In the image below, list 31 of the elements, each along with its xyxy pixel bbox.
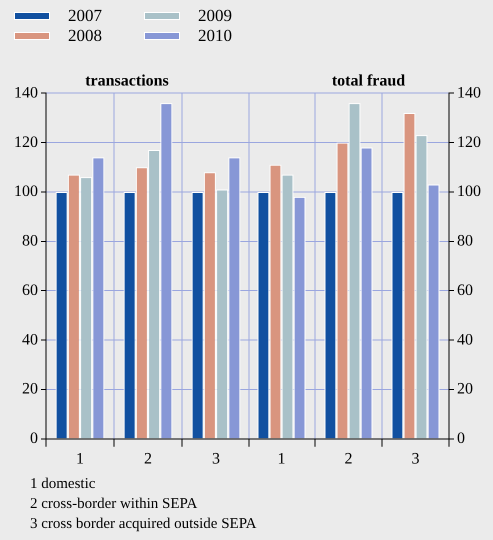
- y-tick-label: 0: [457, 430, 465, 448]
- x-tick-label: 3: [212, 450, 220, 468]
- y-tick-label: 120: [457, 134, 481, 151]
- y-tick-label: 0: [30, 430, 38, 448]
- y-tick-label: 40: [457, 331, 473, 348]
- x-tick-label: 1: [278, 450, 286, 468]
- y-tick-label: 100: [457, 183, 481, 200]
- y-tick-label: 60: [22, 282, 38, 299]
- x-tick-label: 1: [76, 450, 84, 468]
- x-tick-label: 3: [412, 450, 420, 468]
- y-tick-label: 20: [22, 380, 38, 398]
- x-tick-label: 2: [344, 450, 352, 468]
- y-tick-label: 60: [457, 282, 473, 299]
- legend-label: 2009: [198, 6, 232, 26]
- y-tick-label: 40: [22, 331, 38, 348]
- y-tick-label: 80: [22, 232, 38, 250]
- text: 2 cross-border within SEPA: [30, 495, 198, 514]
- text: 1 domestic: [30, 475, 96, 494]
- y-tick-label: 120: [14, 134, 38, 151]
- legend-label: 2010: [198, 26, 232, 46]
- y-tick-label: 100: [14, 183, 38, 200]
- y-tick-label: 140: [14, 84, 38, 102]
- text: 3 cross border acquired outside SEPA: [30, 515, 256, 534]
- y-tick-label: 140: [457, 84, 481, 102]
- y-tick-label: 80: [457, 232, 473, 250]
- y-tick-label: 20: [457, 380, 473, 398]
- chart-title: total fraud: [332, 72, 406, 90]
- x-tick-label: 2: [144, 450, 152, 468]
- legend-label: 2008: [68, 26, 102, 46]
- chart-title: transactions: [85, 72, 169, 90]
- legend-label: 2007: [68, 6, 102, 26]
